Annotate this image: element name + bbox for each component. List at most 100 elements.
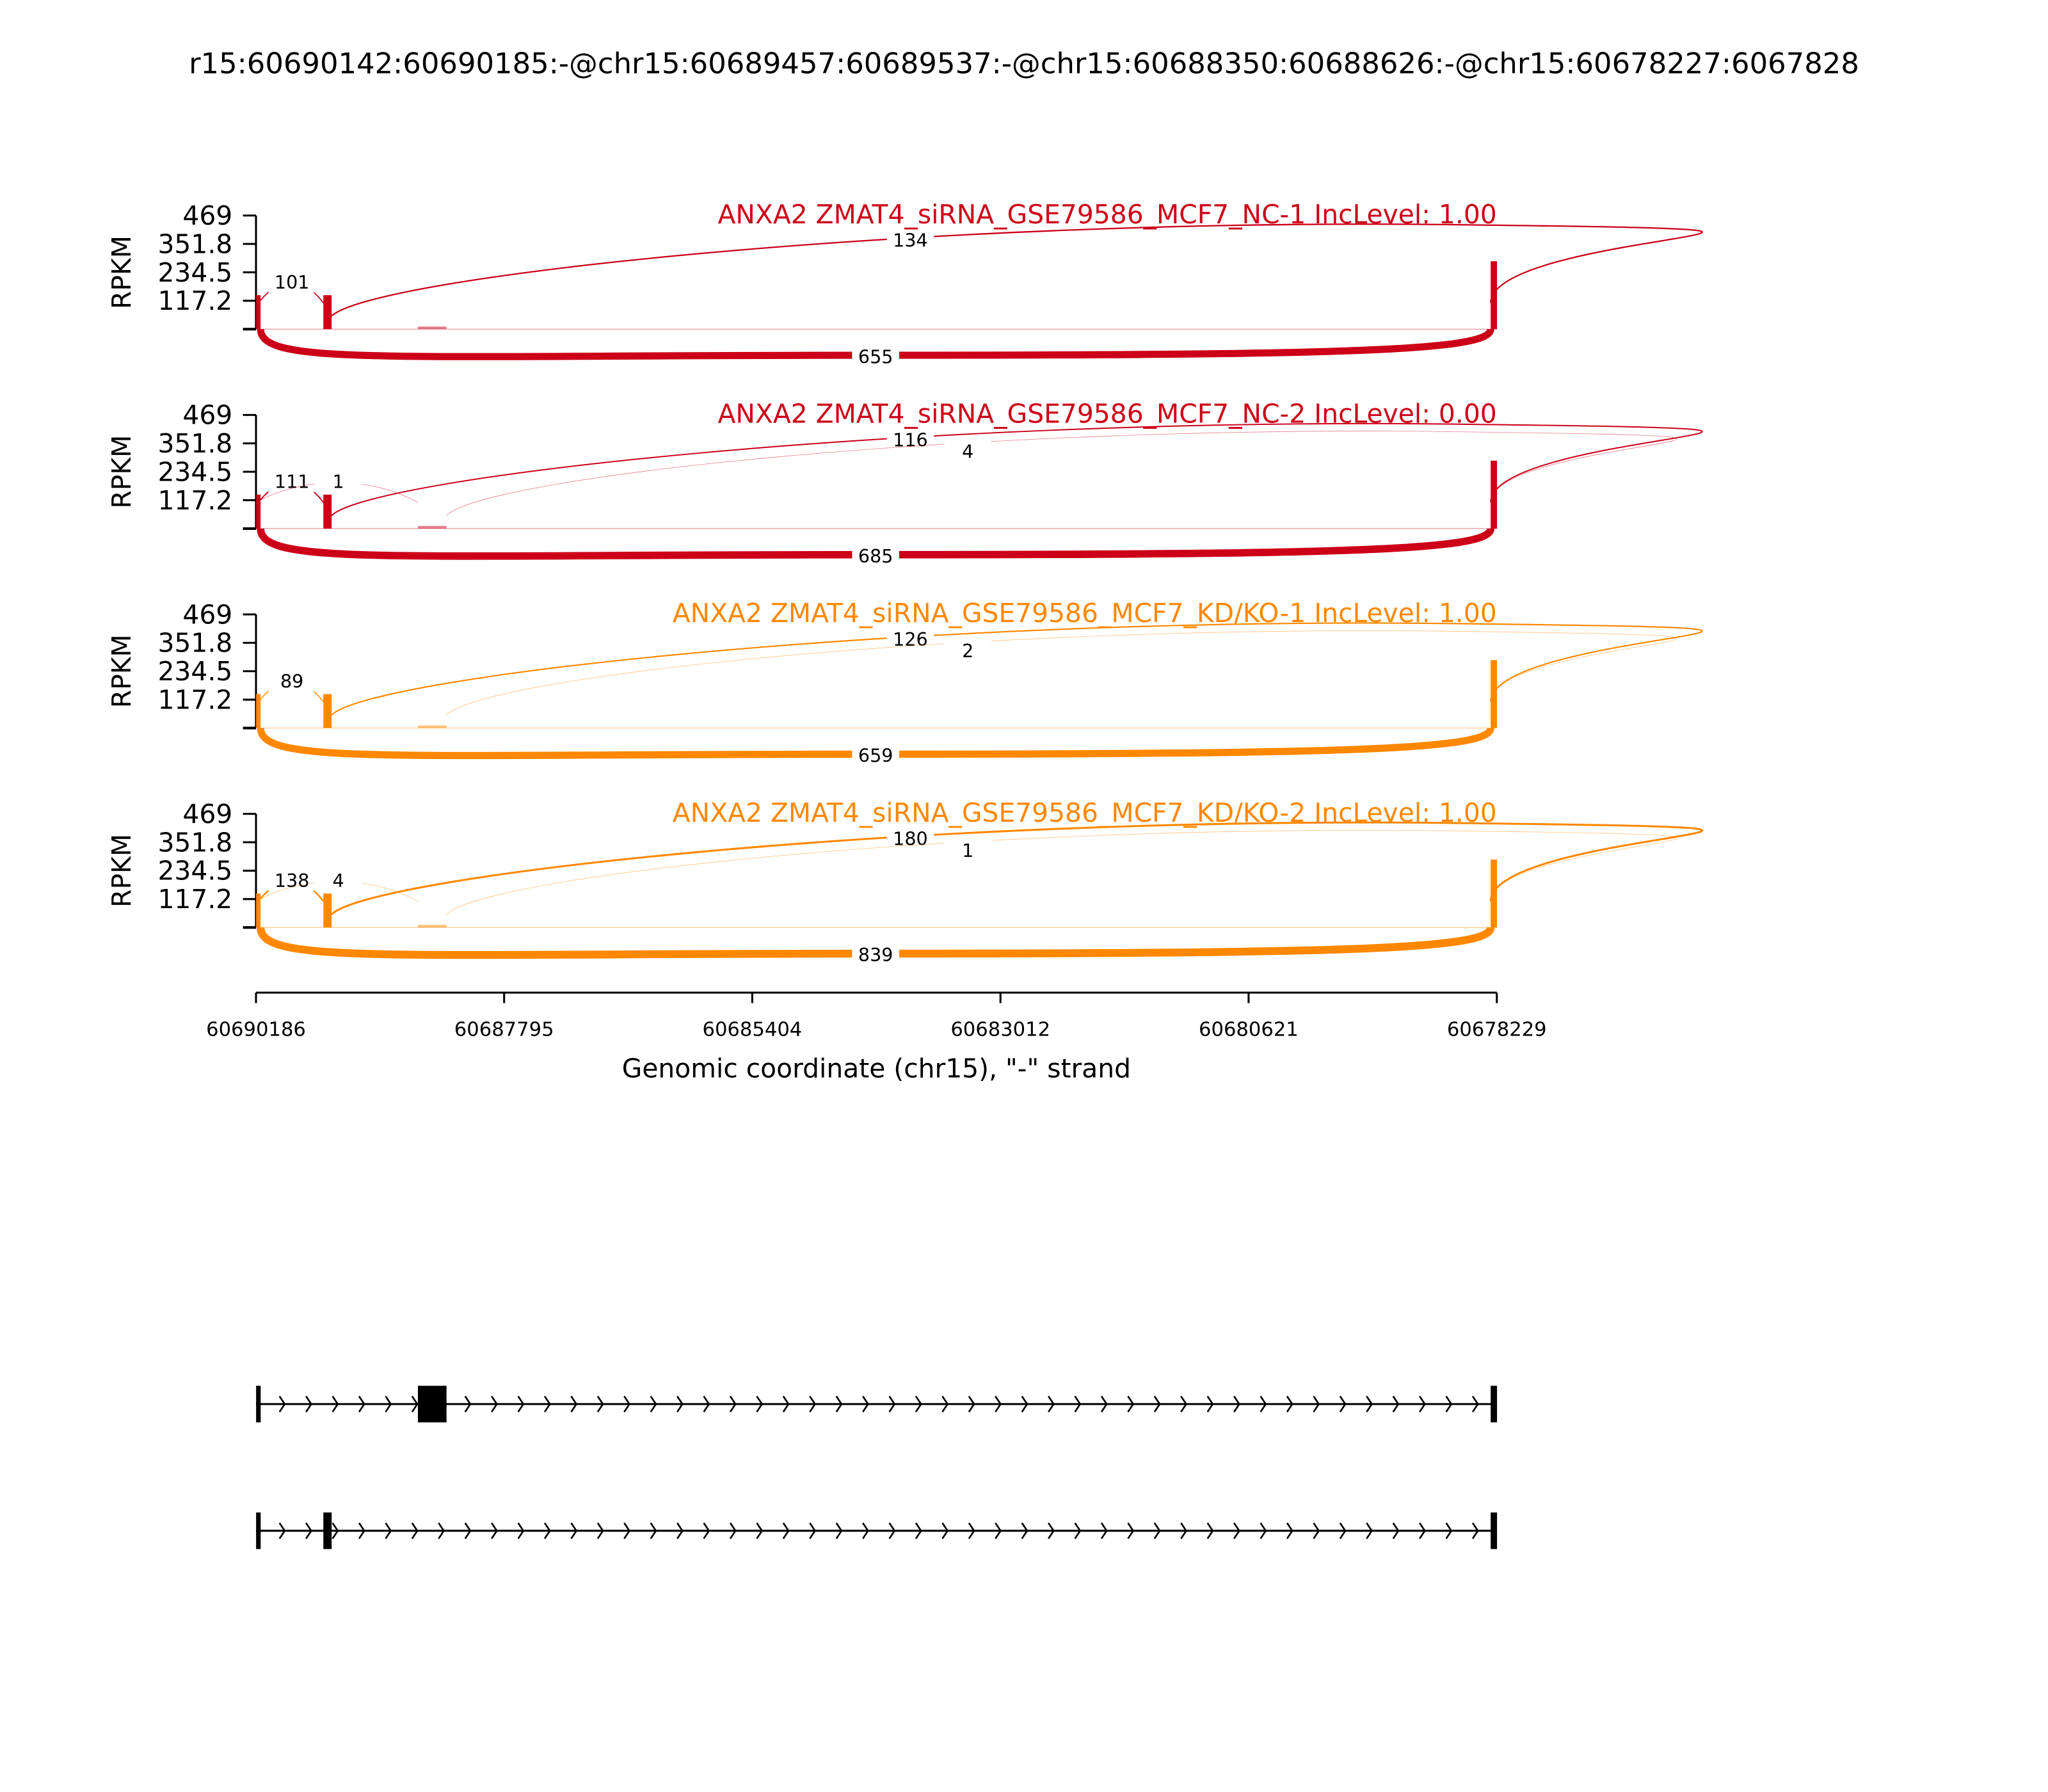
strand-arrow-icon <box>1313 1522 1320 1539</box>
coverage-bar <box>417 326 447 330</box>
junction-count: 89 <box>280 670 303 692</box>
coverage-bar <box>256 694 261 728</box>
junction-count: 4 <box>962 440 973 462</box>
strand-arrow-icon <box>517 1522 525 1539</box>
strand-arrow-icon <box>464 1522 472 1539</box>
strand-arrow-icon <box>756 1395 764 1412</box>
strand-arrow-icon <box>543 1522 551 1539</box>
strand-arrow-icon <box>570 1522 578 1539</box>
strand-arrow-icon <box>941 1522 949 1539</box>
strand-arrow-icon <box>1471 1522 1479 1539</box>
strand-arrow-icon <box>1048 1522 1055 1539</box>
coverage-bar <box>417 725 447 728</box>
y-tick-label: 469 <box>182 400 232 431</box>
strand-arrow-icon <box>517 1395 525 1412</box>
junction-count: 138 <box>275 870 310 892</box>
strand-arrow-icon <box>915 1522 922 1539</box>
strand-arrow-icon <box>703 1395 710 1412</box>
strand-arrow-icon <box>464 1395 472 1412</box>
x-tick-label: 60690186 <box>206 1018 306 1041</box>
exon-block <box>256 1512 261 1549</box>
x-tick-label: 60685404 <box>702 1018 802 1041</box>
coverage-bar <box>323 494 332 529</box>
strand-arrow-icon <box>1233 1522 1240 1539</box>
strand-arrow-icon <box>358 1395 365 1412</box>
strand-arrow-icon <box>1206 1395 1214 1412</box>
strand-arrow-icon <box>995 1395 1002 1412</box>
y-axis-label: RPKM <box>106 435 137 509</box>
junction-count: 659 <box>858 745 893 767</box>
strand-arrow-icon <box>1260 1395 1267 1412</box>
junction-label-bg <box>268 870 316 892</box>
y-tick-label: 469 <box>182 799 232 829</box>
junction-count: 4 <box>332 870 344 892</box>
strand-arrow-icon <box>835 1522 843 1539</box>
plot-title: r15:60690142:60690185:-@chr15:60689457:6… <box>189 46 1859 80</box>
exon-block <box>323 1512 332 1549</box>
strand-arrow-icon <box>1180 1522 1188 1539</box>
strand-arrow-icon <box>1233 1395 1240 1412</box>
strand-arrow-icon <box>915 1395 922 1412</box>
strand-arrow-icon <box>305 1395 312 1412</box>
y-tick-label: 117.2 <box>157 884 232 915</box>
strand-arrow-icon <box>411 1395 419 1412</box>
y-tick-label: 234.5 <box>157 856 232 886</box>
strand-arrow-icon <box>1021 1522 1028 1539</box>
strand-arrow-icon <box>676 1522 684 1539</box>
junction-label-bg <box>886 230 934 251</box>
strand-arrow-icon <box>941 1395 949 1412</box>
strand-arrow-icon <box>1392 1395 1400 1412</box>
y-tick-label: 117.2 <box>157 285 232 316</box>
strand-arrow-icon <box>1127 1522 1135 1539</box>
strand-arrow-icon <box>1339 1522 1347 1539</box>
strand-arrow-icon <box>1074 1395 1082 1412</box>
junction-arc <box>331 622 1703 716</box>
junction-count: 839 <box>858 944 893 966</box>
strand-arrow-icon <box>1445 1395 1453 1412</box>
junction-count: 111 <box>275 471 310 493</box>
junction-label-bg <box>944 840 991 861</box>
strand-arrow-icon <box>782 1395 790 1412</box>
y-tick-label: 234.5 <box>157 257 232 288</box>
junction-arc <box>446 630 1677 716</box>
strand-arrow-icon <box>543 1395 551 1412</box>
junction-label-bg <box>314 870 362 892</box>
junction-label-bg <box>944 640 991 662</box>
x-axis-label: Genomic coordinate (chr15), "-" strand <box>622 1053 1131 1084</box>
coverage-bar <box>256 893 261 928</box>
strand-arrow-icon <box>623 1395 631 1412</box>
strand-arrow-icon <box>703 1522 710 1539</box>
strand-arrow-icon <box>809 1522 817 1539</box>
strand-arrow-icon <box>1419 1522 1426 1539</box>
panel-label: ANXA2 ZMAT4_siRNA_GSE79586_MCF7_KD/KO-2 … <box>673 797 1497 828</box>
strand-arrow-icon <box>968 1522 975 1539</box>
strand-arrow-icon <box>1419 1395 1426 1412</box>
junction-count: 2 <box>962 640 973 662</box>
y-tick-label: 234.5 <box>157 456 232 487</box>
junction-count: 1 <box>962 840 973 861</box>
junction-count: 101 <box>275 271 310 293</box>
transcript-2 <box>256 1512 1498 1549</box>
junction-label-bg <box>268 271 316 293</box>
junction-label-bg <box>852 745 899 766</box>
panel-label: ANXA2 ZMAT4_siRNA_GSE79586_MCF7_NC-2 Inc… <box>717 399 1496 429</box>
junction-arc <box>331 223 1703 317</box>
strand-arrow-icon <box>862 1522 869 1539</box>
strand-arrow-icon <box>676 1395 684 1412</box>
coverage-bar <box>256 494 261 529</box>
strand-arrow-icon <box>650 1395 657 1412</box>
junction-label-bg <box>852 545 899 567</box>
strand-arrow-icon <box>1074 1522 1082 1539</box>
strand-arrow-icon <box>278 1522 286 1539</box>
y-tick-label: 117.2 <box>157 485 232 516</box>
y-axis-label: RPKM <box>106 634 137 708</box>
exon-block <box>1491 1512 1498 1549</box>
strand-arrow-icon <box>332 1522 339 1539</box>
strand-arrow-icon <box>835 1395 843 1412</box>
strand-arrow-icon <box>1153 1522 1161 1539</box>
strand-arrow-icon <box>1366 1395 1373 1412</box>
strand-arrow-icon <box>570 1395 578 1412</box>
junction-count: 134 <box>893 230 928 252</box>
y-tick-label: 117.2 <box>157 684 232 715</box>
